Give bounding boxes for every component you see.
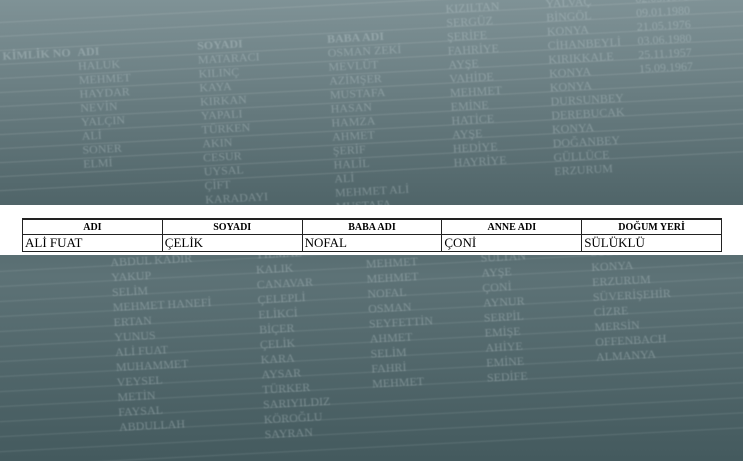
highlight-table: ADI SOYADI BABA ADI ANNE ADI DOĞUM YERİ ALİ … bbox=[22, 218, 722, 252]
bg-cell: ALMANYA bbox=[595, 346, 657, 364]
bg-cell: ELMİ bbox=[82, 155, 113, 171]
data-cell: ALİ FUAT bbox=[22, 234, 163, 252]
bg-cell: SÜVERİŞEHİR bbox=[592, 285, 672, 304]
header-cell: BABA ADI bbox=[301, 218, 443, 235]
bg-cell: YALÇIN bbox=[80, 112, 126, 129]
bg-cell: ÇELEPLİ bbox=[257, 290, 306, 307]
bg-cell: HAYRİYE bbox=[453, 152, 507, 170]
bg-cell: MEHMET bbox=[371, 373, 425, 391]
background-table-top: KİMLİK NO ADI HALUK MEHMET HAYDAR NEVİN YALÇIN… bbox=[0, 0, 743, 214]
bg-cell: ERZURUM bbox=[553, 161, 614, 179]
data-cell: NOFAL bbox=[301, 234, 443, 252]
bg-header: KİMLİK NO bbox=[2, 45, 72, 63]
data-cell: ÇELİK bbox=[161, 234, 303, 252]
header-cell: ANNE ADI bbox=[441, 218, 583, 235]
bg-cell: AYŞE bbox=[481, 264, 513, 280]
header-cell: SOYADI bbox=[161, 218, 303, 235]
bg-cell: ÇONİ bbox=[481, 279, 512, 295]
bg-cell: SEDİFE bbox=[486, 368, 528, 385]
bg-cell: SAYRAN bbox=[264, 424, 314, 442]
header-cell: DOĞUM YERİ bbox=[581, 218, 722, 235]
bg-cell: 15.09.1967 bbox=[638, 58, 694, 76]
bg-cell: SEYFETTİN bbox=[368, 313, 434, 331]
bg-cell: ABDULLAH bbox=[118, 416, 186, 434]
data-cell: ÇONİ bbox=[441, 234, 583, 252]
bg-cell: MEHMET bbox=[366, 269, 419, 286]
bg-cell: AHMET bbox=[369, 329, 413, 346]
header-cell: ADI bbox=[22, 218, 163, 235]
bg-cell: VEYSEL bbox=[116, 372, 163, 390]
data-row: ALİ FUAT ÇELİK NOFAL ÇONİ SÜLÜKLÜ bbox=[22, 234, 722, 252]
bg-cell: KÖROĞLU bbox=[263, 409, 323, 427]
data-cell: SÜLÜKLÜ bbox=[581, 234, 722, 252]
header-row: ADI SOYADI BABA ADI ANNE ADI DOĞUM YERİ bbox=[22, 218, 722, 235]
